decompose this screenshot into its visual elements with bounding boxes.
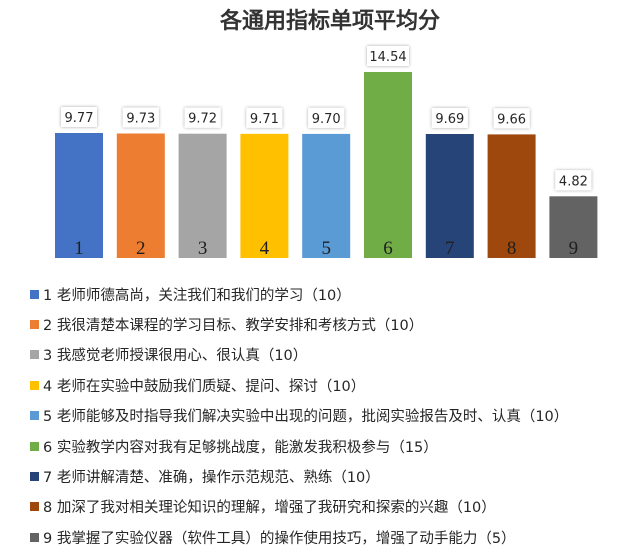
bar-9 [549,196,598,258]
legend-item-4: 4 老师在实验中鼓励我们质疑、提问、探讨（10） [30,370,630,400]
legend-item-8: 8 加深了我对相关理论知识的理解，增强了我研究和探索的兴趣（10） [30,492,630,522]
legend-swatch-5 [30,411,39,421]
category-label-3: 3 [198,238,208,259]
bar-8 [487,134,536,258]
bar-1 [55,133,103,258]
category-label-7: 7 [445,238,455,259]
category-label-2: 2 [136,238,146,259]
data-label-box-1 [61,107,97,127]
category-label-8: 8 [507,238,517,259]
legend-label-8: 8 加深了我对相关理论知识的理解，增强了我研究和探索的兴趣（10） [43,500,496,517]
legend-swatch-6 [30,441,39,451]
category-label-1: 1 [74,238,84,259]
legend-item-5: 5 老师能够及时指导我们解决实验中出现的问题，批阅实验报告及时、认真（10） [30,401,630,431]
legend-item-7: 7 老师讲解清楚、准确，操作示范规范、熟练（10） [30,461,630,491]
data-label-2: 9.73 [126,112,155,127]
bar-5 [302,133,351,258]
data-label-box-6 [367,46,409,66]
data-label-6: 14.54 [369,50,406,65]
legend-swatch-8 [30,502,39,512]
legend-swatch-4 [30,380,39,390]
bar-4 [240,133,289,258]
legend-label-5: 5 老师能够及时指导我们解决实验中出现的问题，批阅实验报告及时、认真（10） [43,409,569,426]
legend-swatch-3 [30,350,39,360]
category-label-6: 6 [383,238,393,259]
data-label-8: 9.66 [497,112,526,127]
bar-chart: 各通用指标单项平均分 9.77 1 9.73 2 9.72 3 9.71 4 9.70 5 14.5… [55,8,598,259]
data-label-box-7 [431,108,468,128]
bar-7 [425,134,474,258]
data-label-1: 9.77 [65,111,94,126]
legend-item-3: 3 我感觉老师授课很用心、很认真（10） [30,340,630,370]
legend-label-9: 9 我掌握了实验仪器（软件工具）的操作使用技巧，增强了动手能力（5） [43,530,516,547]
data-label-box-9 [555,170,592,191]
legend-label-7: 7 老师讲解清楚、准确，操作示范规范、熟练（10） [43,470,380,487]
legend-item-9: 9 我掌握了实验仪器（软件工具）的操作使用技巧，增强了动手能力（5） [30,522,630,552]
legend-label-6: 6 实验教学内容对我有足够挑战度，能激发我积极参与（15） [43,439,438,456]
legend-item-2: 2 我很清楚本课程的学习目标、教学安排和考核方式（10） [30,309,630,339]
category-label-9: 9 [569,238,579,259]
data-label-box-8 [493,108,530,129]
data-label-4: 9.71 [250,112,279,127]
legend-label-4: 4 老师在实验中鼓励我们质疑、提问、探讨（10） [43,378,366,395]
legend-item-1: 1 老师师德高尚，关注我们和我们的学习（10） [30,279,630,309]
data-label-9: 4.82 [559,174,588,189]
category-label-4: 4 [260,238,270,259]
legend-label-2: 2 我很清楚本课程的学习目标、教学安排和考核方式（10） [43,318,424,335]
bars-group: 9.77 1 9.73 2 9.72 3 9.71 4 9.70 5 14.54 6 9.69 7 9.66… [55,46,598,259]
legend-swatch-9 [30,532,39,542]
legend-label-3: 3 我感觉老师授课很用心、很认真（10） [43,348,308,365]
legend-swatch-1 [30,289,39,299]
legend-swatch-2 [30,320,39,330]
data-label-7: 9.69 [435,112,464,127]
data-label-box-3 [184,107,221,128]
data-label-5: 9.70 [312,112,341,127]
data-label-3: 9.72 [188,112,217,127]
category-label-5: 5 [321,238,331,259]
bar-6 [364,72,412,258]
data-label-box-5 [308,107,345,128]
data-label-box-4 [246,107,283,128]
legend-label-1: 1 老师师德高尚，关注我们和我们的学习（10） [43,287,351,304]
legend-item-6: 6 实验教学内容对我有足够挑战度，能激发我积极参与（15） [30,431,630,461]
bar-3 [178,133,227,258]
legend-swatch-7 [30,472,39,482]
legend: 1 老师师德高尚，关注我们和我们的学习（10） 2 我很清楚本课程的学习目标、教学… [30,279,630,553]
bar-2 [116,133,165,258]
data-label-box-2 [122,107,159,128]
chart-title: 各通用指标单项平均分 [219,8,440,34]
